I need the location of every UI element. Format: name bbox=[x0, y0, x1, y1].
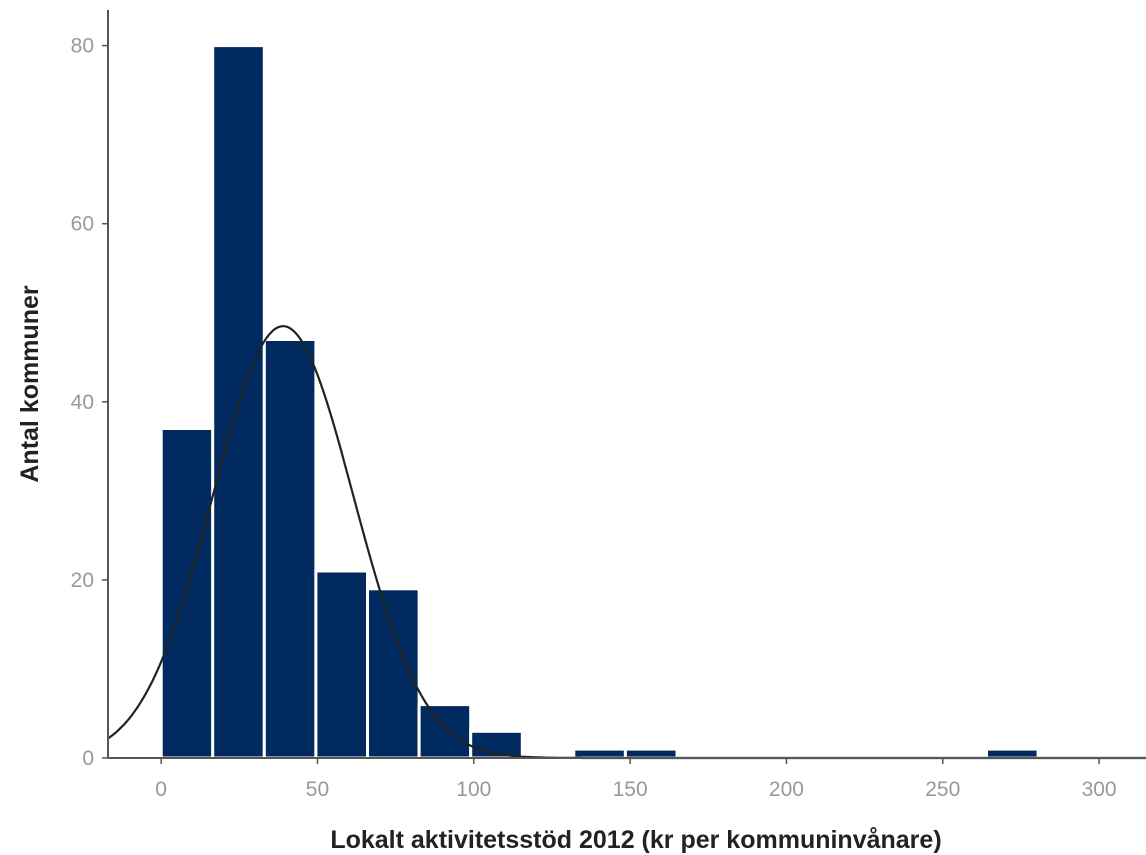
y-axis-title: Antal kommuner bbox=[16, 285, 44, 483]
x-tick-label: 0 bbox=[155, 778, 167, 801]
x-axis-title: Lokalt aktivitetsstöd 2012 (kr per kommu… bbox=[330, 826, 941, 854]
histogram-bars bbox=[159, 44, 1040, 760]
x-tick-label: 200 bbox=[769, 778, 804, 801]
x-tick-label: 150 bbox=[613, 778, 648, 801]
x-tick-label: 100 bbox=[456, 778, 491, 801]
y-tick-label: 20 bbox=[71, 569, 94, 592]
histogram-bar bbox=[572, 747, 627, 760]
histogram-bar bbox=[417, 703, 473, 760]
x-axis-ticks: 0 50 100 150 200 250 300 bbox=[155, 758, 1117, 801]
histogram-bar bbox=[314, 569, 369, 760]
histogram-bar bbox=[159, 427, 215, 760]
x-tick-label: 300 bbox=[1082, 778, 1117, 801]
histogram-bar bbox=[262, 338, 318, 760]
y-tick-label: 60 bbox=[71, 213, 94, 236]
y-tick-label: 40 bbox=[71, 391, 94, 414]
y-tick-label: 0 bbox=[82, 747, 94, 770]
y-axis-ticks: 0 20 40 60 80 bbox=[71, 35, 108, 770]
histogram-bar bbox=[985, 747, 1040, 760]
x-tick-label: 250 bbox=[925, 778, 960, 801]
y-tick-label: 80 bbox=[71, 35, 94, 58]
x-tick-label: 50 bbox=[306, 778, 329, 801]
histogram-bar bbox=[623, 747, 679, 760]
histogram-bar bbox=[366, 587, 421, 760]
axes bbox=[107, 10, 1146, 759]
